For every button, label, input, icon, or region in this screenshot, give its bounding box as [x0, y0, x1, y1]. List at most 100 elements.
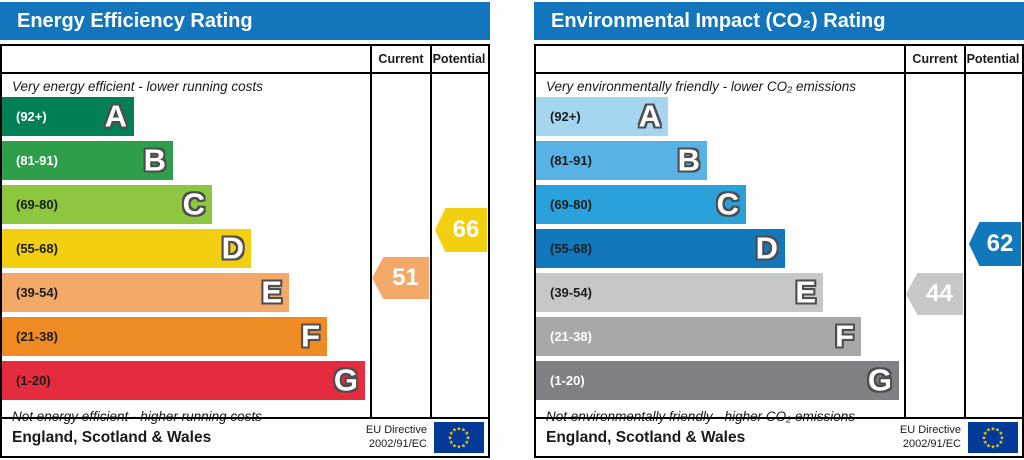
eu-directive-line1: EU Directive [899, 424, 961, 437]
energy-band-c-letter: C [182, 186, 205, 222]
energy-band-c: (69-80) C [2, 185, 212, 224]
energy-band-g: (1-20) G [2, 361, 365, 400]
svg-text:★: ★ [457, 426, 462, 433]
energy-band-e-range: (39-54) [16, 285, 58, 300]
svg-text:★: ★ [448, 435, 453, 442]
svg-text:★: ★ [983, 439, 988, 446]
co2-band-e-letter: E [795, 274, 816, 310]
energy-band-e-letter: E [261, 274, 282, 310]
co2-band-d-range: (55-68) [550, 241, 592, 256]
eu-directive-line2: 2002/91/EC [368, 437, 427, 450]
eu-directive-line2: 2002/91/EC [902, 437, 961, 450]
co2-band-e-range: (39-54) [550, 285, 592, 300]
svg-text:★: ★ [983, 430, 988, 437]
svg-text:★: ★ [982, 435, 987, 442]
energy-band-b-letter: B [143, 142, 166, 178]
svg-text:★: ★ [991, 426, 996, 433]
energy-bands-area: Very energy efficient - lower running co… [2, 74, 368, 424]
energy-panel-title: Energy Efficiency Rating [0, 2, 490, 40]
current-column-header: Current [378, 52, 424, 66]
svg-text:★: ★ [457, 444, 462, 451]
co2-current-value-marker: 44 [906, 273, 963, 315]
svg-text:★: ★ [998, 439, 1003, 446]
energy-band-d-range: (55-68) [16, 241, 58, 256]
co2-band-d-letter: D [755, 230, 778, 266]
co2-band-c-range: (69-80) [550, 197, 592, 212]
svg-text:★: ★ [998, 430, 1003, 437]
svg-text:★: ★ [991, 444, 996, 451]
svg-text:★: ★ [466, 435, 471, 442]
energy-band-a: (92+) A [2, 97, 134, 136]
potential-column-header: Potential [966, 52, 1020, 66]
svg-text:★: ★ [995, 427, 1000, 434]
co2-band-g: (1-20) G [536, 361, 899, 400]
energy-band-a-range: (92+) [16, 109, 47, 124]
energy-band-f: (21-38) F [2, 317, 327, 356]
co2-band-b-letter: B [677, 142, 700, 178]
svg-text:★: ★ [452, 427, 457, 434]
co2-band-g-letter: G [867, 362, 892, 398]
energy-footer: England, Scotland & Wales EU Directive 2… [2, 417, 488, 456]
energy-region-label: England, Scotland & Wales [12, 428, 212, 446]
co2-bottom-caption: Not environmentally friendly - higher CO… [546, 409, 856, 424]
energy-potential-value: 66 [452, 216, 480, 243]
co2-band-a-letter: A [638, 98, 661, 134]
co2-potential-value-marker: 62 [969, 222, 1021, 266]
svg-text:★: ★ [449, 430, 454, 437]
co2-band-a: (92+) A [536, 97, 668, 136]
co2-band-b: (81-91) B [536, 141, 707, 180]
current-column-divider [370, 46, 372, 419]
svg-text:★: ★ [461, 442, 466, 449]
energy-band-a-letter: A [104, 98, 127, 134]
svg-text:★: ★ [464, 430, 469, 437]
co2-panel-title: Environmental Impact (CO₂) Rating [534, 2, 1024, 40]
co2-eu-directive-label: EU Directive 2002/91/EC [900, 424, 968, 450]
svg-text:★: ★ [986, 442, 991, 449]
energy-band-d-letter: D [221, 230, 244, 266]
svg-text:★: ★ [452, 442, 457, 449]
co2-band-a-range: (92+) [550, 109, 581, 124]
co2-band-c: (69-80) C [536, 185, 746, 224]
co2-rating-table: Current Potential Very environmentally f… [534, 44, 1024, 458]
co2-band-f: (21-38) F [536, 317, 861, 356]
co2-band-f-letter: F [835, 318, 854, 354]
co2-region-label: England, Scotland & Wales [546, 428, 746, 446]
current-column-header: Current [912, 52, 958, 66]
energy-top-caption: Very energy efficient - lower running co… [12, 79, 263, 94]
energy-band-f-letter: F [301, 318, 320, 354]
energy-rating-panel: Energy Efficiency Rating Current Potenti… [0, 2, 490, 458]
energy-band-b-range: (81-91) [16, 153, 58, 168]
energy-current-value-marker: 51 [372, 257, 429, 299]
energy-band-c-range: (69-80) [16, 197, 58, 212]
co2-band-c-letter: C [716, 186, 739, 222]
energy-rating-table: Current Potential Very energy efficient … [0, 44, 490, 458]
co2-rating-panel: Environmental Impact (CO₂) Rating Curren… [534, 2, 1024, 458]
co2-top-caption: Very environmentally friendly - lower CO… [546, 79, 856, 94]
co2-band-f-range: (21-38) [550, 329, 592, 344]
co2-band-b-range: (81-91) [550, 153, 592, 168]
energy-band-f-range: (21-38) [16, 329, 58, 344]
co2-band-d: (55-68) D [536, 229, 785, 268]
header-rule [536, 72, 1022, 74]
energy-band-g-letter: G [333, 362, 358, 398]
energy-potential-value-marker: 66 [435, 208, 487, 252]
co2-band-g-range: (1-20) [550, 373, 585, 388]
eu-directive-line1: EU Directive [365, 424, 427, 437]
svg-text:★: ★ [449, 439, 454, 446]
potential-column-header: Potential [432, 52, 486, 66]
current-column-divider [904, 46, 906, 419]
co2-footer: England, Scotland & Wales EU Directive 2… [536, 417, 1022, 456]
potential-column-divider [964, 46, 966, 419]
co2-band-e: (39-54) E [536, 273, 823, 312]
energy-band-b: (81-91) B [2, 141, 173, 180]
co2-potential-value: 62 [986, 230, 1014, 257]
svg-text:★: ★ [986, 427, 991, 434]
energy-band-e: (39-54) E [2, 273, 289, 312]
eu-flag-icon: ★ ★ ★★ ★★ ★★ ★★ ★★ [968, 422, 1018, 453]
svg-text:★: ★ [464, 439, 469, 446]
energy-eu-directive-label: EU Directive 2002/91/EC [366, 424, 434, 450]
energy-band-d: (55-68) D [2, 229, 251, 268]
co2-bands-area: Very environmentally friendly - lower CO… [536, 74, 902, 424]
energy-current-value: 51 [392, 264, 419, 291]
potential-column-divider [430, 46, 432, 419]
